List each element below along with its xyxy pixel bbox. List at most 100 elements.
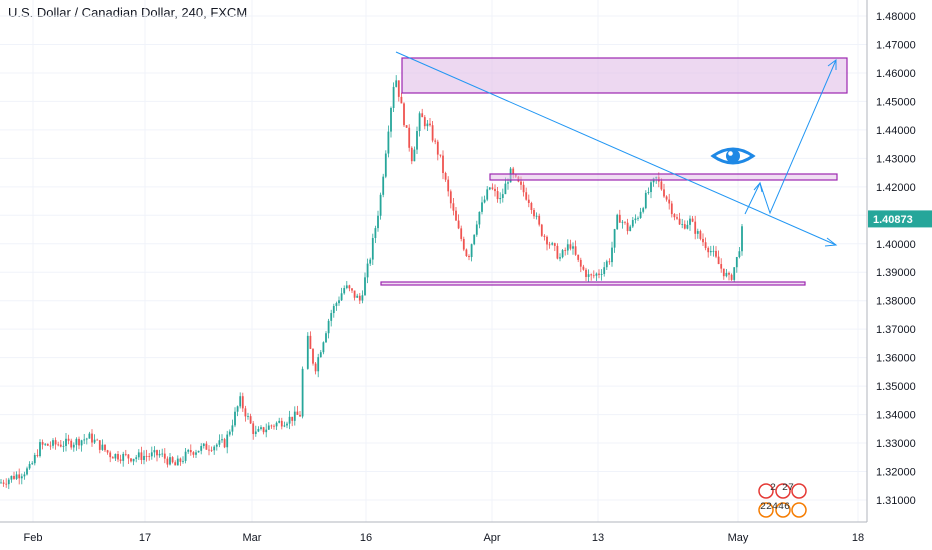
candle-body: [28, 464, 31, 469]
candle-body: [559, 257, 561, 259]
candle-body: [566, 244, 569, 251]
candle-body: [15, 474, 18, 479]
candle-body: [293, 411, 296, 421]
candle-body: [88, 433, 91, 439]
candle-body: [312, 348, 314, 364]
candle-body: [507, 182, 509, 184]
candle-body: [462, 238, 465, 250]
y-tick-label: 1.31000: [876, 495, 916, 507]
support-line[interactable]: [380, 281, 806, 286]
candle-body: [621, 221, 624, 223]
resistance-zone-mid[interactable]: [489, 173, 838, 181]
y-tick-label: 1.46000: [876, 68, 916, 80]
x-tick-label: 13: [592, 532, 604, 544]
y-tick-label: 1.33000: [876, 438, 916, 450]
candle-body: [504, 183, 507, 195]
candle-body: [720, 264, 723, 269]
price-axis-ticks: 1.48000 1.47000 1.46000 1.45000 1.44000 1.430…: [876, 11, 916, 507]
candle-body: [546, 236, 548, 245]
candle-body: [0, 482, 2, 484]
candle-body: [130, 458, 132, 462]
candle-body: [735, 257, 738, 268]
candle-body: [319, 352, 322, 358]
drawings: [380, 51, 848, 286]
candle-body: [434, 140, 437, 142]
candles: [0, 75, 743, 490]
candle-body: [65, 438, 67, 446]
candle-body: [717, 256, 720, 265]
candle-body: [670, 203, 673, 215]
candle-body: [52, 440, 54, 446]
candle-body: [418, 113, 421, 132]
y-tick-label: 1.40000: [876, 239, 916, 251]
y-tick-label: 1.43000: [876, 153, 916, 165]
candle-body: [512, 168, 515, 175]
candle-body: [374, 228, 377, 239]
candle-body: [590, 274, 593, 276]
candle-body: [366, 263, 369, 278]
candle-body: [540, 224, 543, 236]
candle-body: [707, 248, 710, 253]
candle-body: [340, 293, 343, 301]
candle-body: [639, 211, 642, 218]
candle-body: [616, 214, 619, 230]
candle-body: [314, 363, 317, 372]
candle-body: [429, 123, 431, 126]
candle-body: [647, 192, 650, 193]
candle-body: [156, 450, 158, 456]
candle-body: [184, 451, 187, 461]
candle-body: [345, 285, 348, 289]
candle-body: [644, 192, 647, 209]
candle-body: [31, 463, 34, 465]
candle-body: [356, 295, 359, 298]
candle-body: [234, 411, 236, 426]
candle-body: [681, 224, 684, 225]
candle-body: [57, 444, 60, 446]
candle-body: [260, 427, 262, 429]
candle-body: [574, 246, 577, 255]
candle-body: [501, 194, 504, 198]
candle-body: [296, 411, 299, 415]
candle-body: [93, 439, 96, 443]
candle-body: [288, 416, 291, 424]
candle-body: [239, 396, 242, 407]
candle-body: [689, 218, 691, 225]
x-tick-label: May: [728, 532, 749, 544]
candle-body: [2, 482, 5, 484]
candle-body: [254, 431, 257, 434]
candle-body: [176, 458, 179, 466]
candle-body: [36, 455, 39, 457]
grid: [0, 0, 867, 522]
candle-body: [561, 250, 564, 258]
candle-body: [275, 422, 278, 427]
candle-body: [228, 431, 231, 435]
candle-body: [686, 224, 689, 229]
projection-path[interactable]: [744, 59, 837, 215]
last-price-label: 1.40873: [873, 214, 913, 226]
candle-body: [626, 222, 629, 232]
resistance-zone-top[interactable]: [401, 57, 848, 94]
candle-body: [330, 313, 333, 321]
time-axis-ticks: Feb 17 Mar 16 Apr 13 May 18: [24, 532, 865, 544]
candle-body: [741, 226, 743, 252]
candle-body: [395, 80, 398, 87]
candle-body: [49, 445, 52, 447]
candle-body: [460, 228, 463, 239]
candle-body: [457, 220, 460, 229]
candle-body: [39, 442, 41, 457]
candle-body: [520, 181, 522, 185]
candle-body: [431, 125, 434, 141]
candle-body: [270, 425, 273, 427]
y-tick-label: 1.35000: [876, 381, 916, 393]
candle-body: [351, 288, 353, 291]
candle-body: [587, 274, 590, 277]
downtrend-line[interactable]: [395, 51, 837, 246]
candle-body: [694, 221, 697, 234]
candle-body: [436, 141, 439, 155]
candle-body: [265, 429, 268, 433]
candle-body: [171, 457, 174, 463]
candle-body: [145, 455, 148, 457]
candle-body: [473, 234, 476, 245]
candle-body: [327, 320, 330, 334]
